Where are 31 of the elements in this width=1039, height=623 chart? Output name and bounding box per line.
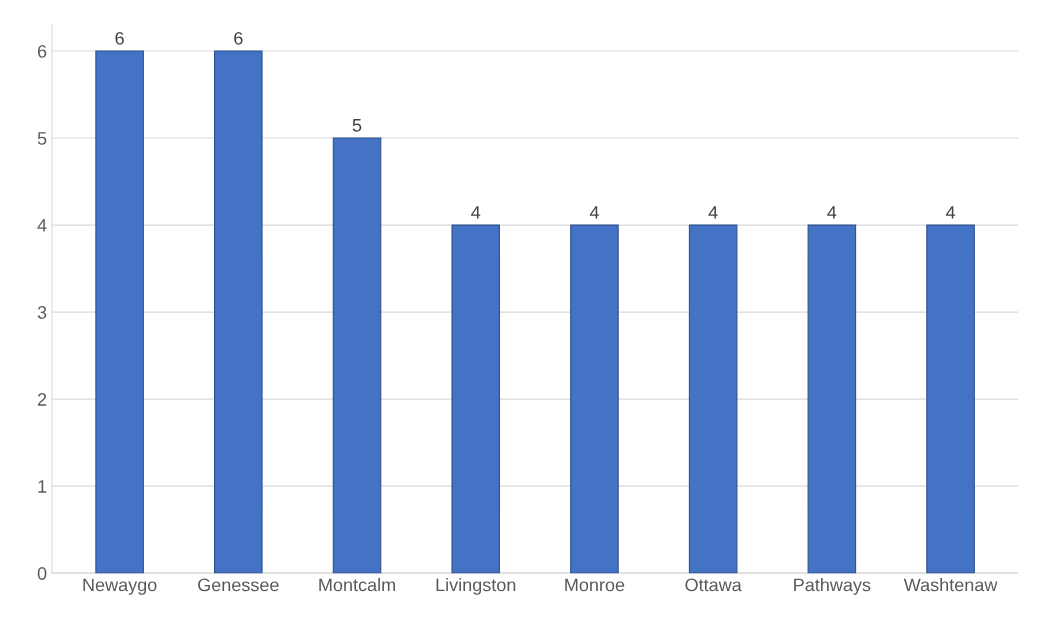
y-tick-label: 4 — [37, 219, 47, 232]
y-tick-label: 0 — [37, 567, 47, 580]
x-tick-label: Monroe — [565, 578, 625, 592]
y-tick-label: 6 — [37, 44, 47, 58]
data-label: 6 — [234, 31, 243, 45]
x-tick-label: Genessee — [198, 578, 279, 592]
data-label: 5 — [352, 119, 362, 132]
bar — [570, 224, 619, 574]
x-tick-label: Pathways — [794, 578, 871, 595]
data-label: 4 — [471, 206, 481, 219]
x-tick-label: Washtenaw — [903, 578, 998, 592]
bar — [807, 224, 857, 574]
data-label: 6 — [115, 31, 124, 45]
y-tick-label: 3 — [37, 306, 47, 319]
data-label: 4 — [589, 206, 599, 219]
bar — [451, 224, 501, 574]
x-tick-label: Livingston — [436, 578, 516, 595]
data-label: 4 — [827, 206, 837, 219]
y-tick-label: 1 — [38, 480, 47, 493]
y-tick-label: 5 — [37, 132, 47, 145]
y-tick-label: 2 — [37, 393, 47, 406]
data-label: 4 — [945, 206, 956, 219]
bar — [688, 224, 738, 574]
bar — [332, 137, 382, 574]
x-tick-label: Newaygo — [83, 578, 157, 595]
bar — [95, 50, 144, 574]
data-label: 4 — [708, 206, 718, 219]
bar — [214, 50, 263, 574]
bar — [926, 224, 975, 574]
x-tick-label: Ottawa — [685, 578, 742, 592]
x-tick-label: Montcalm — [319, 578, 395, 592]
